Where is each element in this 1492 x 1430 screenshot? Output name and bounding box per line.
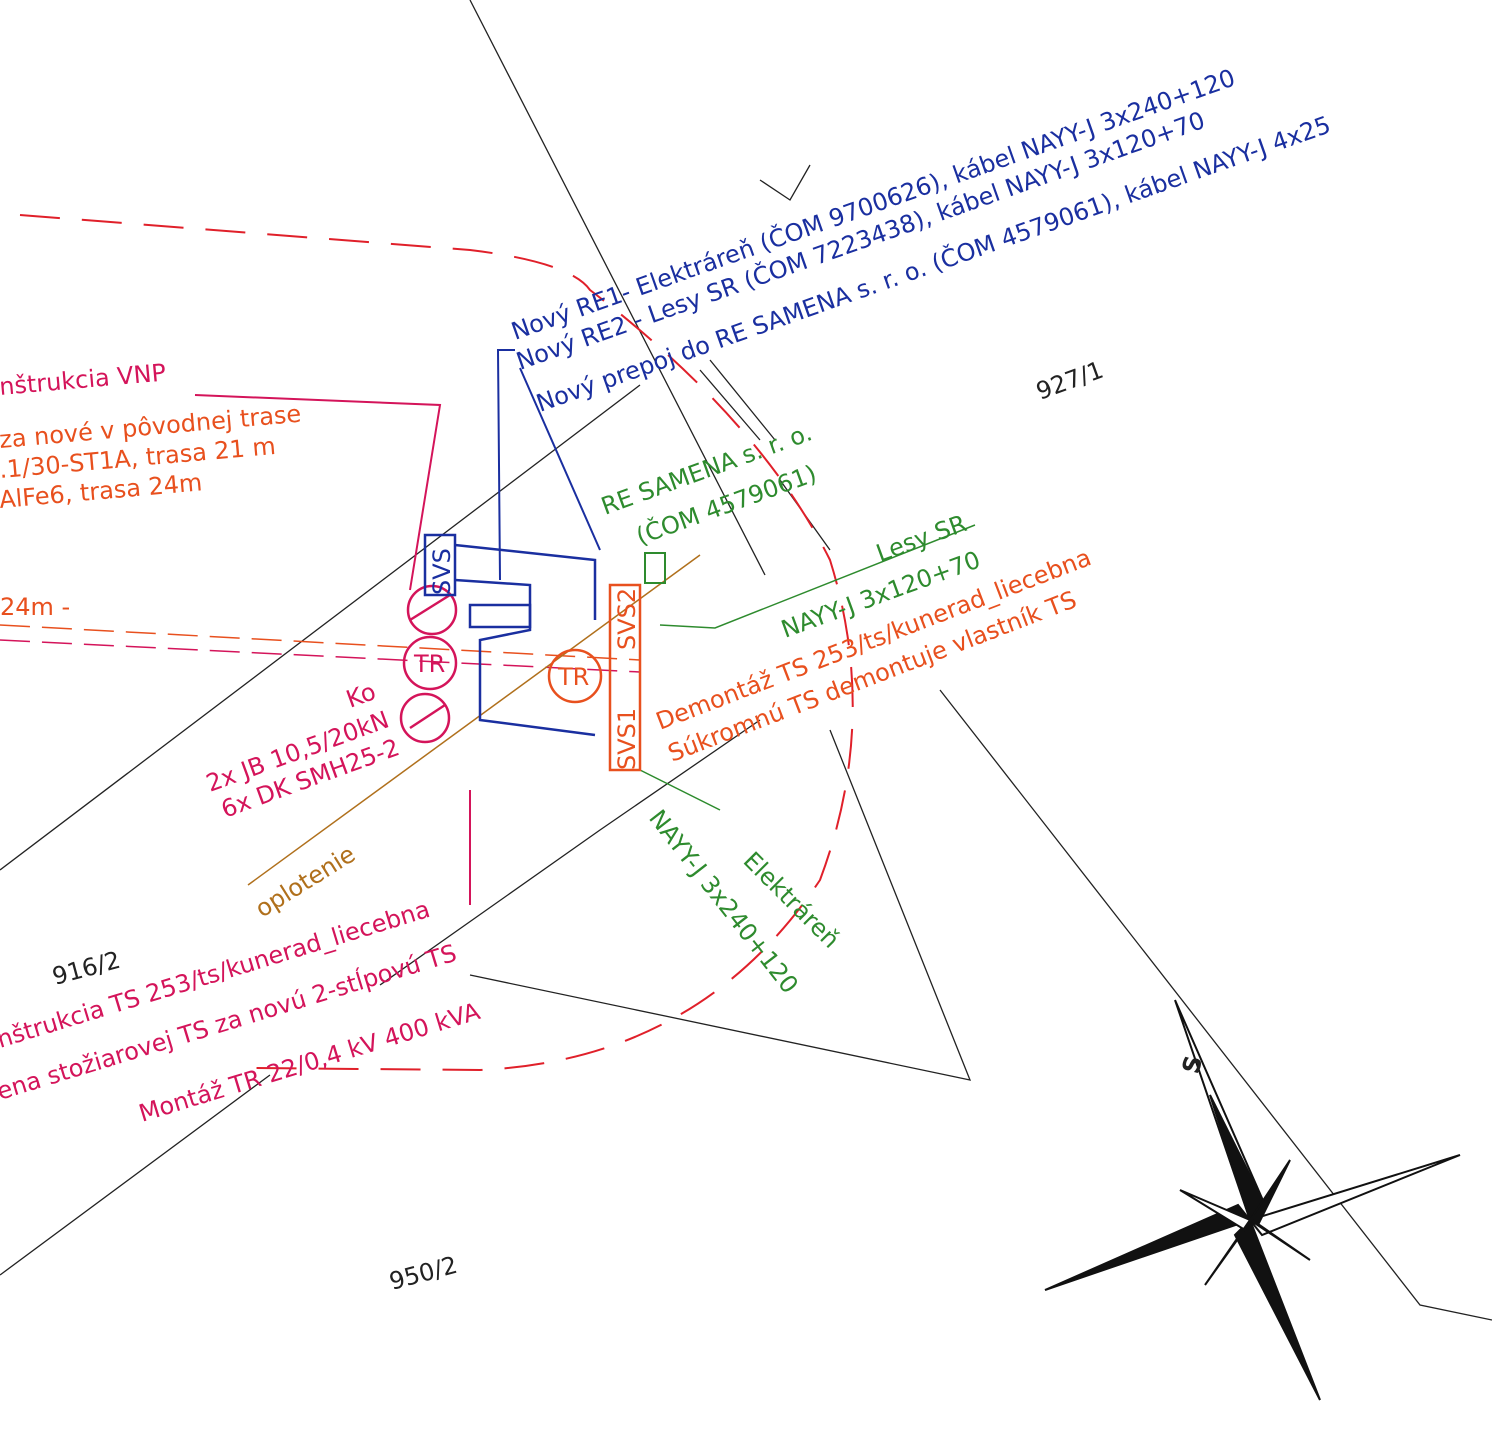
symbol-label: TR — [413, 650, 445, 678]
demontaz-text: Demontáž TS 253/ts/kunerad_liecebna — [652, 543, 1095, 735]
demontaz-text: Súkromnú TS demontuje vlastník TS — [664, 586, 1080, 768]
fence-label: oplotenie — [250, 840, 360, 923]
cable-label: Nový RE2 - Lesy SR (ČOM 7223438), kábel … — [512, 104, 1208, 375]
leader — [640, 770, 720, 810]
drawing: Nový RE1- Elektráreň (ČOM 9700626), kábe… — [0, 0, 1492, 1430]
symbol-label: SVS — [428, 548, 456, 595]
parcel-label: 916/2 — [49, 946, 123, 991]
dashed-line — [0, 640, 640, 672]
page: Nový RE1- Elektráreň (ČOM 9700626), kábe… — [0, 0, 1492, 1430]
compass-label: S — [1177, 1053, 1209, 1077]
ts-text: Montáž TR 22/0,4 kV 400 kVA — [136, 997, 484, 1128]
parcel-label: 927/1 — [1032, 356, 1107, 406]
vnp-text: nštrukcia VNP — [0, 359, 167, 401]
parcel-label: 950/2 — [386, 1251, 460, 1296]
cable-label: Nový prepoj do RE SAMENA s. r. o. (ČOM 4… — [532, 109, 1334, 418]
compass — [1045, 1000, 1460, 1400]
symbol-label: TR — [557, 663, 589, 691]
site-lines — [0, 0, 1492, 1320]
switch-box — [645, 553, 665, 583]
symbol-label: SVS1 — [613, 708, 641, 770]
symbol-label: SVS2 — [613, 588, 641, 650]
route-text: 24m - — [0, 593, 70, 621]
dashed-line — [0, 625, 640, 660]
